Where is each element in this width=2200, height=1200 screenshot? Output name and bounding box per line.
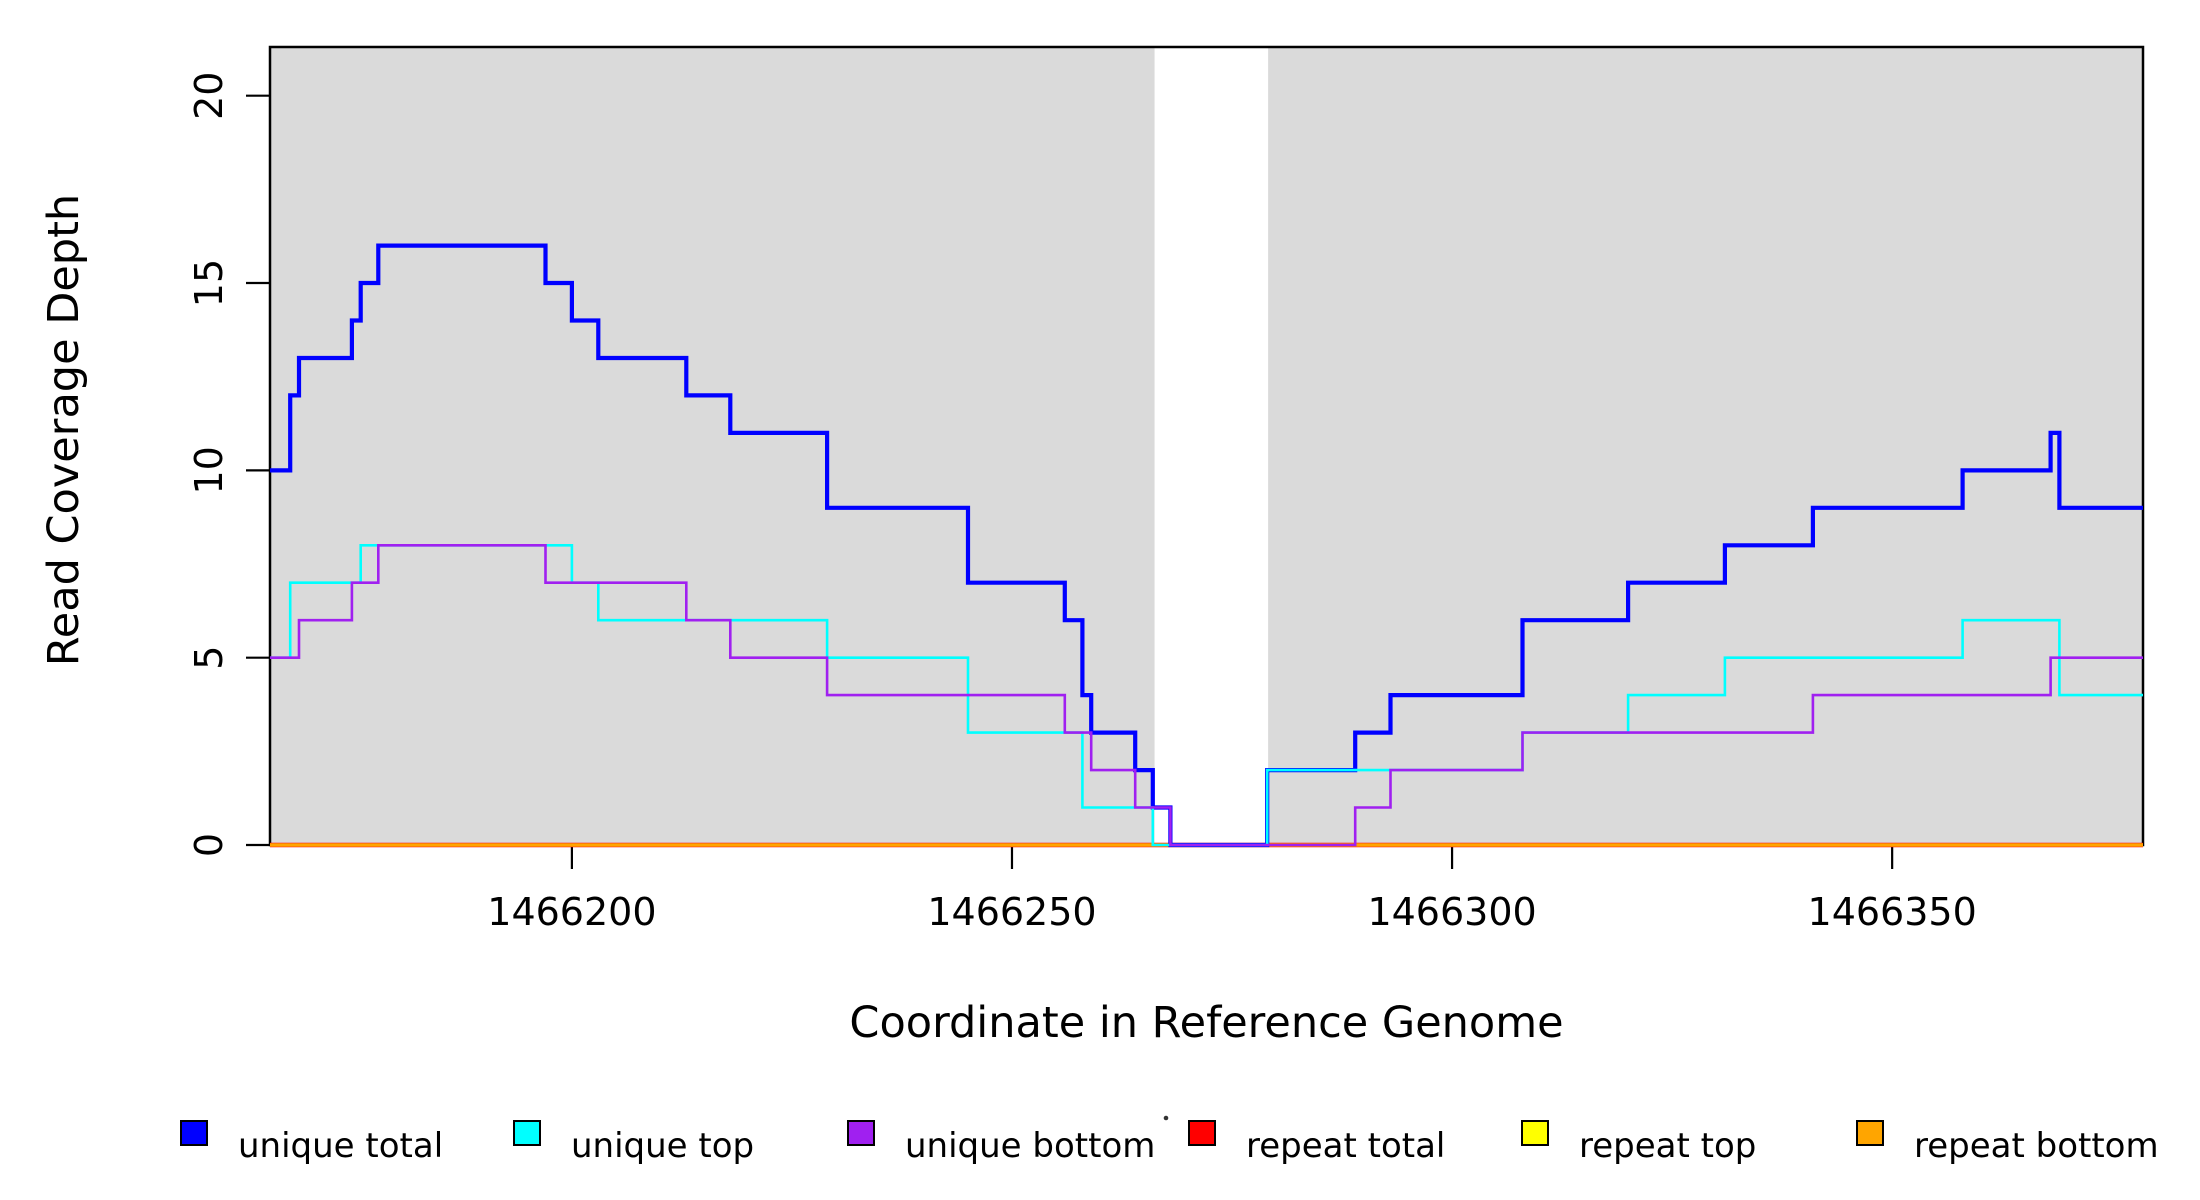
y-tick-label: 0 [187,833,231,857]
legend-swatch-repeat-bottom [1856,1120,1884,1146]
legend-item-repeat-total: repeat total [1188,1120,1445,1166]
legend-item-unique-bottom: unique bottom [847,1120,1155,1166]
y-tick-label: 10 [187,446,231,494]
shaded-region-1 [270,47,1155,845]
x-tick-label: 1466250 [927,890,1096,934]
x-tick-label: 1466300 [1367,890,1536,934]
legend-label: unique top [571,1126,754,1166]
legend-swatch-unique-top [513,1120,541,1146]
series-unique-total-line [270,243,2143,848]
y-tick-label: 5 [187,646,231,670]
y-axis-title: Read Coverage Depth [39,194,89,666]
y-tick-label: 20 [187,72,231,120]
legend-label: unique bottom [905,1126,1155,1166]
x-tick-label: 1466350 [1808,890,1977,934]
x-axis-title: Coordinate in Reference Genome [849,998,1563,1048]
legend-swatch-unique-total [180,1120,208,1146]
x-tick-label: 1466200 [487,890,656,934]
legend-item-unique-top: unique top [513,1120,754,1166]
legend-item-unique-total: unique total [180,1120,443,1166]
legend-swatch-repeat-top [1521,1120,1549,1146]
shaded-region-2 [1268,47,2143,845]
y-tick-label: 15 [187,259,231,307]
series-unique-bottom-line [270,544,2143,847]
legend-item-repeat-bottom: repeat bottom [1856,1120,2159,1166]
stray-dot-artifact [1163,1115,1169,1121]
legend-label: repeat bottom [1914,1126,2159,1166]
legend-label: repeat total [1246,1126,1445,1166]
legend-label: unique total [238,1126,443,1166]
legend-swatch-unique-bottom [847,1120,875,1146]
legend-swatch-repeat-total [1188,1120,1216,1146]
legend-label: repeat top [1579,1126,1756,1166]
legend-item-repeat-top: repeat top [1521,1120,1756,1166]
